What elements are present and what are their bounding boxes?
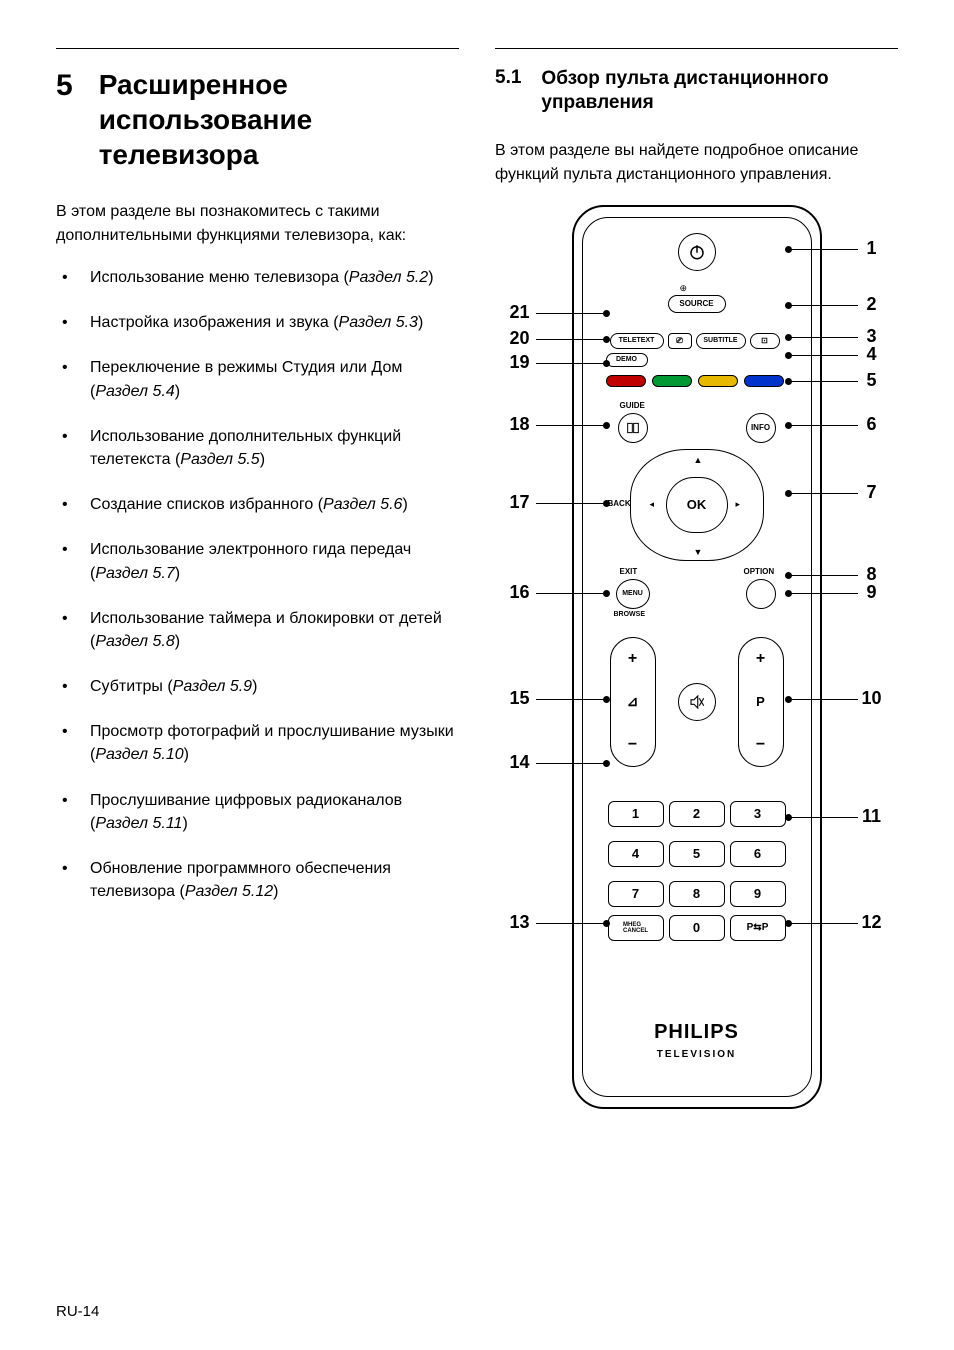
right-column: 5.1 Обзор пульта дистанционного управлен… xyxy=(495,48,898,1135)
list-item: Настройка изображения и звука (Раздел 5.… xyxy=(56,311,459,334)
callout-15: 15 xyxy=(508,688,532,709)
section-heading: 5.1 Обзор пульта дистанционного управлен… xyxy=(495,67,898,115)
callout-10: 10 xyxy=(860,688,884,709)
intro-text: В этом разделе вы познакомитесь с такими… xyxy=(56,200,459,248)
numpad-1: 1 xyxy=(608,801,664,827)
chapter-title: Расширенное использование телевизора xyxy=(99,67,459,172)
callout-4: 4 xyxy=(860,344,884,365)
numpad-0: 0 xyxy=(669,915,725,941)
list-item: Просмотр фотографий и прослушивание музы… xyxy=(56,720,459,766)
remote-diagram: ⊕ SOURCE TELETEXT ⎚ SUBTITLE ⊡ DEMO GUID… xyxy=(502,205,892,1135)
demo-button: DEMO xyxy=(606,353,648,367)
chapter-number: 5 xyxy=(56,67,73,172)
list-item: Субтитры (Раздел 5.9) xyxy=(56,675,459,698)
numpad-6: 6 xyxy=(730,841,786,867)
teletext-button: TELETEXT xyxy=(610,333,664,349)
numpad-9: 9 xyxy=(730,881,786,907)
list-item: Создание списков избранного (Раздел 5.6) xyxy=(56,493,459,516)
numpad-3: 3 xyxy=(730,801,786,827)
section-number: 5.1 xyxy=(495,67,521,115)
callout-5: 5 xyxy=(860,370,884,391)
subbrand-label: TELEVISION xyxy=(502,1049,892,1060)
mheg-button: MHEGCANCEL xyxy=(608,915,664,941)
list-item: Обновление программного обеспечения теле… xyxy=(56,857,459,903)
menu-button: MENU xyxy=(616,579,650,609)
callout-9: 9 xyxy=(860,582,884,603)
callout-1: 1 xyxy=(860,238,884,259)
callout-14: 14 xyxy=(508,752,532,773)
list-item: Использование электронного гида передач … xyxy=(56,538,459,584)
callout-17: 17 xyxy=(508,492,532,513)
green-button xyxy=(652,375,692,387)
info-button: INFO xyxy=(746,413,776,443)
subtitle-button: SUBTITLE xyxy=(696,333,746,349)
list-item: Использование меню телевизора (Раздел 5.… xyxy=(56,266,459,289)
source-button: SOURCE xyxy=(668,295,726,313)
list-item: Использование таймера и блокировки от де… xyxy=(56,607,459,653)
option-button xyxy=(746,579,776,609)
blue-button xyxy=(744,375,784,387)
list-item: Переключение в режимы Студия или Дом (Ра… xyxy=(56,356,459,402)
callout-6: 6 xyxy=(860,414,884,435)
callout-16: 16 xyxy=(508,582,532,603)
callout-19: 19 xyxy=(508,352,532,373)
callout-20: 20 xyxy=(508,328,532,349)
section-intro: В этом разделе вы найдете подробное опис… xyxy=(495,139,898,187)
chapter-heading: 5 Расширенное использование телевизора xyxy=(56,67,459,172)
guide-button xyxy=(618,413,648,443)
psp-button: P⇆P xyxy=(730,915,786,941)
page-footer: RU-14 xyxy=(56,1303,99,1320)
callout-12: 12 xyxy=(860,912,884,933)
numpad-8: 8 xyxy=(669,881,725,907)
callout-11: 11 xyxy=(860,806,884,827)
power-button xyxy=(678,233,716,271)
volume-rocker: + ⊿ − xyxy=(610,637,656,767)
ok-button: OK xyxy=(666,477,728,533)
callout-2: 2 xyxy=(860,294,884,315)
numpad-2: 2 xyxy=(669,801,725,827)
callout-21: 21 xyxy=(508,302,532,323)
mute-button xyxy=(678,683,716,721)
list-item: Использование дополнительных функций тел… xyxy=(56,425,459,471)
brand-label: PHILIPS xyxy=(502,1021,892,1044)
numpad-5: 5 xyxy=(669,841,725,867)
left-column: 5 Расширенное использование телевизора В… xyxy=(56,48,459,1135)
callout-13: 13 xyxy=(508,912,532,933)
list-item: Прослушивание цифровых радиоканалов (Раз… xyxy=(56,789,459,835)
yellow-button xyxy=(698,375,738,387)
red-button xyxy=(606,375,646,387)
callout-7: 7 xyxy=(860,482,884,503)
numpad-7: 7 xyxy=(608,881,664,907)
callout-18: 18 xyxy=(508,414,532,435)
section-title: Обзор пульта дистанционного управления xyxy=(541,67,898,115)
program-rocker: + P − xyxy=(738,637,784,767)
feature-list: Использование меню телевизора (Раздел 5.… xyxy=(56,266,459,903)
numpad-4: 4 xyxy=(608,841,664,867)
